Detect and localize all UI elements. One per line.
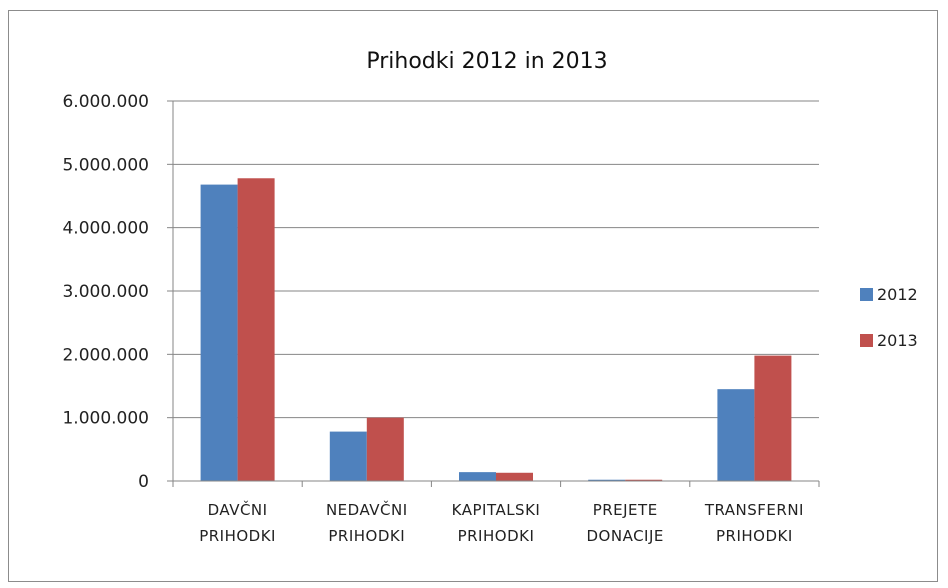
y-tick-label: 0 <box>138 472 149 492</box>
chart-frame: Prihodki 2012 in 2013 0 1.000.000 2.000.00… <box>8 10 938 582</box>
legend-swatch <box>860 334 873 347</box>
y-tick-label: 2.000.000 <box>62 345 149 365</box>
x-axis-category-labels: DAVČNI PRIHODKI NEDAVČNI PRIHODKI KAPITALSKI… <box>199 500 804 545</box>
y-tick-label: 3.000.000 <box>62 282 149 302</box>
y-tick-label: 6.000.000 <box>62 92 149 112</box>
chart-title: Prihodki 2012 in 2013 <box>366 49 607 74</box>
legend: 2012 2013 <box>860 285 918 350</box>
bar-chart: Prihodki 2012 in 2013 0 1.000.000 2.000.00… <box>62 49 918 545</box>
x-category-label: KAPITALSKI PRIHODKI <box>452 501 541 545</box>
x-category-label: PREJETE DONACIJE <box>587 501 664 545</box>
bar-2012 <box>588 479 626 481</box>
legend-label: 2013 <box>877 331 918 350</box>
bar-2013 <box>496 472 533 481</box>
bar-2013 <box>237 178 275 481</box>
bar-2013 <box>366 417 404 481</box>
x-category-label: NEDAVČNI PRIHODKI <box>326 500 408 545</box>
bar-2012 <box>459 472 496 481</box>
legend-label: 2012 <box>877 285 918 304</box>
y-tick-label: 1.000.000 <box>62 409 149 429</box>
bar-2012 <box>329 431 367 481</box>
y-tick-label: 4.000.000 <box>62 219 149 239</box>
x-category-label: DAVČNI PRIHODKI <box>199 500 276 545</box>
x-axis-ticks <box>172 481 820 487</box>
y-tick-label: 5.000.000 <box>62 155 149 175</box>
bar-2013 <box>754 355 792 481</box>
bar-2013 <box>625 479 663 481</box>
legend-swatch <box>860 288 873 301</box>
gridlines <box>167 100 819 482</box>
y-axis-tick-labels: 0 1.000.000 2.000.000 3.000.000 4.000.000 5.0… <box>62 92 149 492</box>
bar-2012 <box>717 389 755 481</box>
x-category-label: TRANSFERNI PRIHODKI <box>704 501 804 545</box>
bars <box>200 178 792 481</box>
bar-2012 <box>200 184 238 481</box>
